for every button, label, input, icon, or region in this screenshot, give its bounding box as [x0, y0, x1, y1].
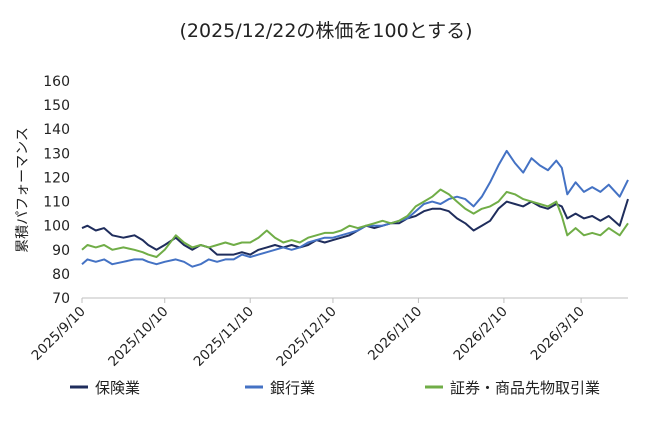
- legend: 保険業 銀行業 証券・商品先物取引業: [70, 379, 600, 397]
- x-tick-label: 2025/11/10: [191, 304, 257, 370]
- y-tick-label: 120: [43, 170, 70, 186]
- y-tick-label: 160: [43, 74, 70, 90]
- x-tick-label: 2025/9/10: [29, 304, 89, 364]
- x-tick-label: 2026/2/10: [450, 304, 510, 364]
- y-axis-label: 累積パフォーマンス: [15, 127, 31, 253]
- series-line-2: [81, 188, 629, 258]
- chart-title: (2025/12/22の株価を100とする): [179, 20, 472, 42]
- x-tick-label: 2026/3/10: [528, 304, 588, 364]
- legend-label-2: 証券・商品先物取引業: [450, 379, 600, 397]
- x-tick-label: 2025/10/10: [105, 304, 171, 370]
- y-tick-label: 150: [43, 98, 70, 114]
- y-tick-label: 80: [52, 267, 70, 283]
- series-lines: [81, 149, 629, 268]
- y-tick-label: 140: [43, 122, 70, 138]
- x-axis-ticks: 2025/9/10 2025/10/10 2025/11/10 2025/12/10 2…: [29, 298, 588, 370]
- y-tick-label: 90: [52, 243, 70, 259]
- legend-label-0: 保険業: [95, 379, 140, 397]
- x-tick-label: 2026/1/10: [365, 304, 425, 364]
- x-tick-label: 2025/12/10: [273, 304, 339, 370]
- legend-label-1: 銀行業: [270, 379, 315, 397]
- y-tick-label: 110: [43, 195, 70, 211]
- y-axis-ticks: 70 80 90 100 110 120 130 140 150 160: [43, 74, 70, 307]
- y-tick-label: 70: [52, 291, 70, 307]
- series-line-1: [81, 149, 629, 268]
- y-tick-label: 130: [43, 146, 70, 162]
- y-tick-label: 100: [43, 219, 70, 235]
